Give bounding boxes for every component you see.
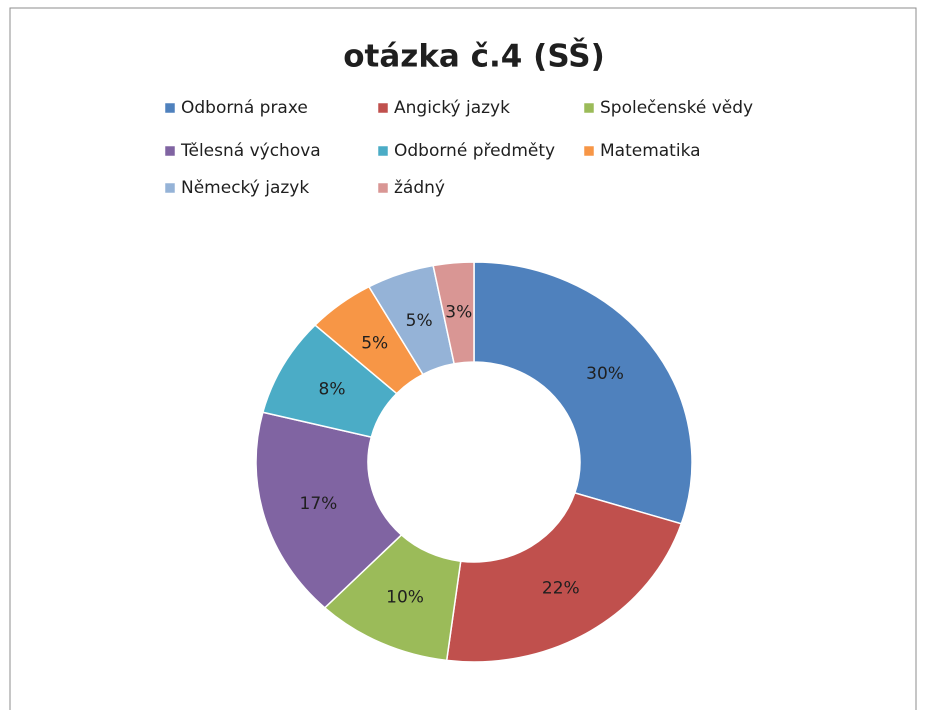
donut-segment — [473, 261, 693, 525]
data-label: 3% — [445, 303, 472, 323]
chart-title: otázka č.4 (SŠ) — [343, 38, 605, 75]
legend-swatch — [164, 145, 176, 157]
data-label: 5% — [406, 311, 433, 331]
data-label: 22% — [542, 579, 580, 599]
legend-label: Odborná praxe — [181, 98, 308, 118]
data-label: 30% — [586, 364, 624, 384]
legend-swatch — [583, 145, 595, 157]
legend-label: Odborné předměty — [394, 141, 555, 161]
legend-swatch — [164, 182, 176, 194]
legend-label: Angický jazyk — [394, 98, 510, 118]
data-label: 8% — [319, 380, 346, 400]
data-label: 5% — [361, 333, 388, 353]
legend-label: Matematika — [600, 141, 701, 161]
legend-swatch — [583, 102, 595, 114]
legend-label: Tělesná výchova — [180, 141, 321, 161]
legend-swatch — [377, 182, 389, 194]
legend-label: Společenské vědy — [600, 98, 753, 118]
data-label: 10% — [386, 588, 424, 608]
legend-label: žádný — [394, 178, 445, 198]
donut-segment — [255, 411, 403, 609]
data-label: 17% — [300, 494, 338, 514]
legend-label: Německý jazyk — [181, 178, 309, 198]
donut-segment — [445, 491, 683, 663]
legend-swatch — [377, 145, 389, 157]
legend-swatch — [164, 102, 176, 114]
donut-segment — [432, 261, 475, 365]
legend-swatch — [377, 102, 389, 114]
